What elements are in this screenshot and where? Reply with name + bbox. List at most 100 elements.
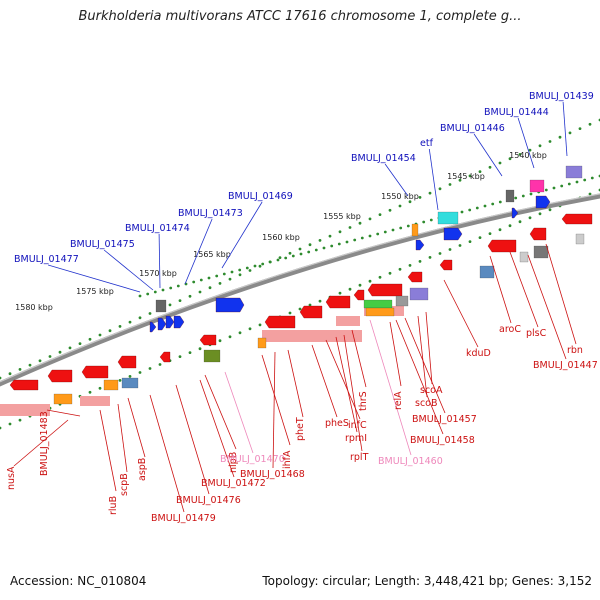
track-dot	[478, 236, 482, 240]
gene-block	[519, 251, 529, 263]
track-dot	[258, 323, 262, 327]
track-dot	[161, 288, 165, 292]
track-dot	[558, 135, 562, 139]
track-dot	[529, 192, 533, 196]
reverse-gene-arrow	[487, 239, 517, 253]
gene-block	[203, 349, 221, 363]
reverse-gene-arrow	[81, 365, 109, 379]
dotted-track-layer	[0, 118, 600, 430]
track-dot	[368, 279, 372, 283]
track-dot	[428, 256, 432, 259]
track-dot	[298, 247, 302, 251]
track-dot	[192, 280, 196, 284]
track-dot	[98, 333, 102, 337]
track-dot	[438, 187, 442, 191]
track-dot	[345, 240, 349, 244]
forward-gene-arrow	[415, 239, 425, 251]
track-dot	[176, 284, 180, 288]
track-dot	[478, 170, 482, 174]
track-dot	[360, 236, 364, 240]
track-dot	[528, 216, 532, 220]
track-dot	[491, 202, 495, 206]
track-dot	[348, 226, 352, 229]
track-dot	[337, 242, 341, 246]
track-dot	[228, 277, 232, 281]
gene-block	[103, 379, 119, 391]
pseudo-gene-block	[0, 404, 50, 416]
track-dot	[544, 188, 548, 192]
gene-block	[575, 233, 585, 245]
track-dot	[330, 244, 334, 248]
track-dot	[58, 350, 62, 354]
track-dot	[308, 243, 312, 247]
track-dot	[218, 282, 222, 285]
kbp-label: 1580 kbp	[15, 303, 53, 312]
gene-block	[533, 245, 549, 259]
kbp-label: 1570 kbp	[139, 269, 177, 278]
gene-label-scoa: scoA	[420, 385, 443, 396]
forward-gene-arrow	[215, 297, 245, 313]
track-dot	[98, 386, 102, 390]
reverse-gene-arrow	[353, 289, 365, 301]
leader-line	[311, 344, 338, 418]
leader-line	[127, 397, 146, 458]
reverse-gene-arrow	[325, 295, 351, 309]
track-dot	[408, 264, 412, 267]
track-dot	[514, 196, 518, 200]
track-dot	[8, 372, 12, 376]
track-dot	[475, 206, 479, 210]
track-dot	[288, 311, 292, 315]
leader-line	[184, 218, 213, 285]
leader-line	[325, 339, 361, 420]
track-dot	[228, 335, 232, 339]
track-dot	[48, 355, 52, 358]
track-dot	[218, 339, 222, 343]
track-dot	[138, 371, 142, 374]
track-dot	[488, 232, 492, 236]
leader-line	[562, 101, 568, 157]
track-dot	[278, 256, 282, 259]
gene-block	[395, 295, 409, 307]
gene-label-bmulj-01468: BMULJ_01468	[240, 469, 305, 480]
track-dot	[78, 342, 82, 345]
leader-line	[117, 403, 128, 473]
track-dot	[108, 329, 112, 333]
track-dot	[408, 200, 412, 204]
leader-line	[158, 233, 161, 289]
track-dot	[518, 153, 522, 156]
leader-line	[204, 374, 237, 450]
leader-line	[287, 349, 304, 418]
kbp-label: 1545 kbp	[447, 172, 485, 181]
track-dot	[328, 234, 332, 238]
track-dot	[178, 299, 182, 302]
track-dot	[368, 234, 372, 238]
leader-line	[443, 279, 479, 348]
track-dot	[230, 270, 234, 274]
track-dot	[348, 287, 352, 291]
leader-line	[343, 334, 363, 452]
track-dot	[138, 294, 142, 298]
track-dot	[299, 252, 303, 256]
track-dot	[568, 131, 572, 135]
chromosome-backbone-layer	[0, 193, 600, 387]
track-dot	[388, 271, 392, 275]
track-dot	[148, 367, 152, 370]
track-dot	[118, 379, 122, 382]
reverse-gene-arrow	[439, 259, 453, 271]
track-dot	[118, 325, 122, 328]
track-dot	[38, 359, 42, 363]
leader-line	[13, 419, 69, 467]
pseudo-gene-block	[262, 330, 362, 342]
backbone-highlight	[0, 193, 600, 383]
track-dot	[148, 312, 152, 315]
gene-block	[505, 189, 515, 203]
track-dot	[215, 274, 219, 278]
track-dot	[238, 268, 242, 272]
track-dot	[18, 368, 22, 371]
gene-label-kdud: kduD	[466, 348, 491, 359]
track-dot	[548, 208, 552, 212]
track-dot	[448, 183, 452, 186]
track-dot	[399, 226, 403, 230]
track-dot	[438, 252, 442, 255]
